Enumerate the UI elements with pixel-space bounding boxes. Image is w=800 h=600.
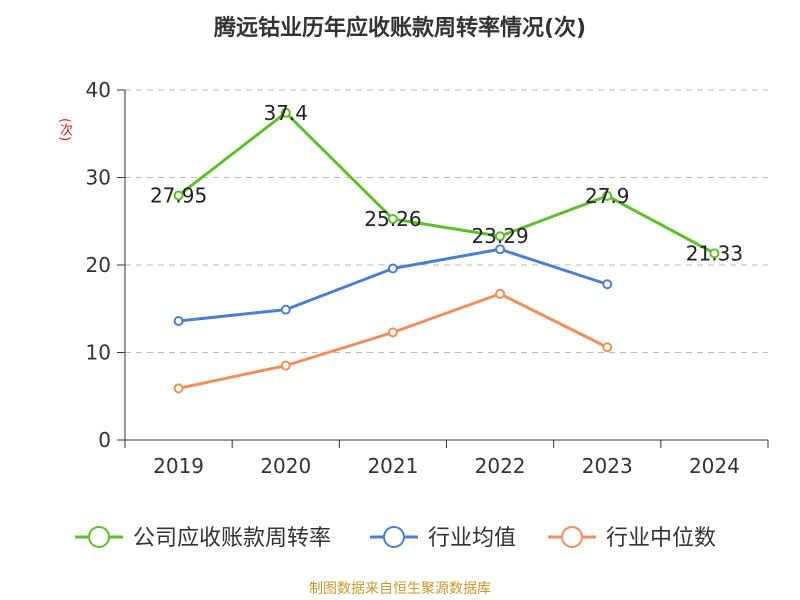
series-lines	[173, 107, 720, 394]
data-point	[387, 213, 398, 224]
series-line-2	[178, 292, 608, 390]
data-point	[387, 263, 398, 274]
legend-marker	[88, 526, 110, 548]
x-tick-label: 2024	[689, 454, 740, 478]
y-axis-label: (次)	[57, 118, 72, 142]
legend-label: 公司应收账款周转率	[133, 526, 331, 551]
grid-lines	[125, 89, 768, 353]
data-point	[495, 244, 506, 255]
data-label: 21.33	[686, 241, 743, 265]
x-tick-label: 2021	[367, 454, 418, 478]
data-label: 37.4	[263, 101, 308, 125]
source-note: 制图数据来自恒生聚源数据库	[309, 581, 491, 597]
chart-title: 腾远钴业历年应收账款周转率情况(次)	[213, 16, 587, 41]
x-tick-label: 2023	[582, 454, 633, 478]
data-label: 23.29	[471, 224, 528, 248]
data-point	[495, 231, 506, 242]
data-label: 27.9	[585, 184, 630, 208]
data-label: 25.26	[364, 207, 421, 231]
legend-marker	[383, 526, 405, 548]
data-point	[602, 279, 613, 290]
series-line-0	[177, 111, 716, 255]
y-tick-label: 40	[86, 78, 111, 102]
data-point	[495, 288, 506, 299]
data-point	[280, 107, 291, 118]
data-point	[602, 190, 613, 201]
data-point	[709, 248, 720, 259]
axes: 0 10 20 30 40 2019 2020 2021 2022 2023 2024	[86, 78, 769, 478]
x-tick-label: 2022	[475, 454, 526, 478]
y-tick-label: 10	[86, 341, 111, 365]
data-point	[173, 383, 184, 394]
legend-label: 行业中位数	[606, 526, 716, 551]
x-tick-label: 2020	[260, 454, 311, 478]
y-tick-label: 0	[98, 428, 111, 452]
data-point	[280, 360, 291, 371]
data-point	[387, 327, 398, 338]
data-point	[602, 342, 613, 353]
legend-label: 行业均值	[428, 526, 516, 551]
data-point	[280, 304, 291, 315]
y-tick-label: 20	[86, 253, 111, 277]
y-tick-label: 30	[86, 166, 111, 190]
x-tick-label: 2019	[153, 454, 204, 478]
data-labels: 27.95 37.4 25.26 23.29 27.9 21.33	[150, 101, 743, 266]
data-label: 27.95	[150, 183, 207, 207]
legend: 公司应收账款周转率 行业均值 行业中位数	[75, 526, 716, 551]
data-point	[173, 316, 184, 326]
legend-marker	[561, 526, 583, 548]
data-point	[173, 190, 184, 201]
series-line-1	[178, 247, 608, 323]
